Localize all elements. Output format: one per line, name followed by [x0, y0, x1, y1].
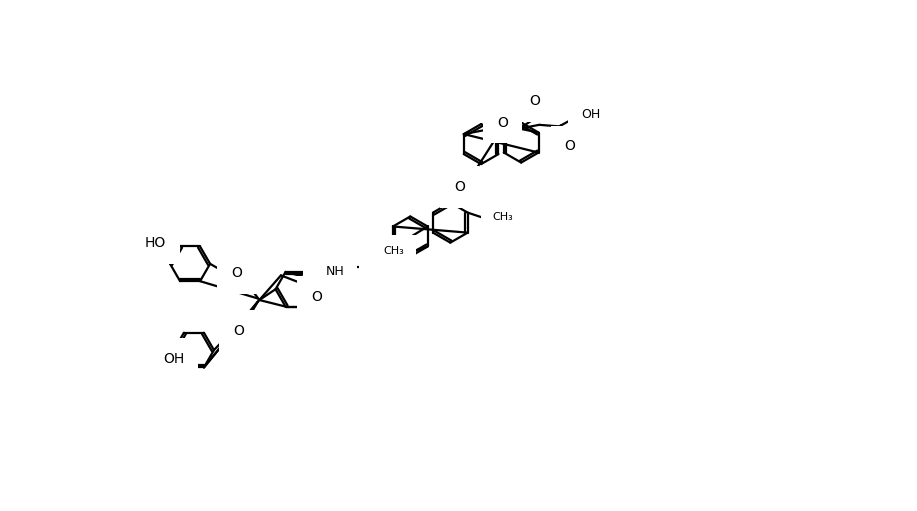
Text: O: O [372, 252, 383, 267]
Text: NH: NH [326, 265, 345, 278]
Text: O: O [233, 324, 244, 338]
Text: O: O [311, 290, 322, 305]
Text: O: O [497, 115, 508, 129]
Text: OH: OH [163, 352, 184, 366]
Text: O: O [565, 140, 576, 153]
Text: CH₃: CH₃ [492, 212, 513, 222]
Text: O: O [317, 262, 328, 276]
Text: O: O [454, 180, 465, 194]
Text: OH: OH [580, 107, 600, 121]
Text: CH₃: CH₃ [384, 246, 404, 256]
Text: O: O [231, 266, 242, 280]
Text: O: O [530, 94, 540, 108]
Text: HO: HO [145, 236, 166, 250]
